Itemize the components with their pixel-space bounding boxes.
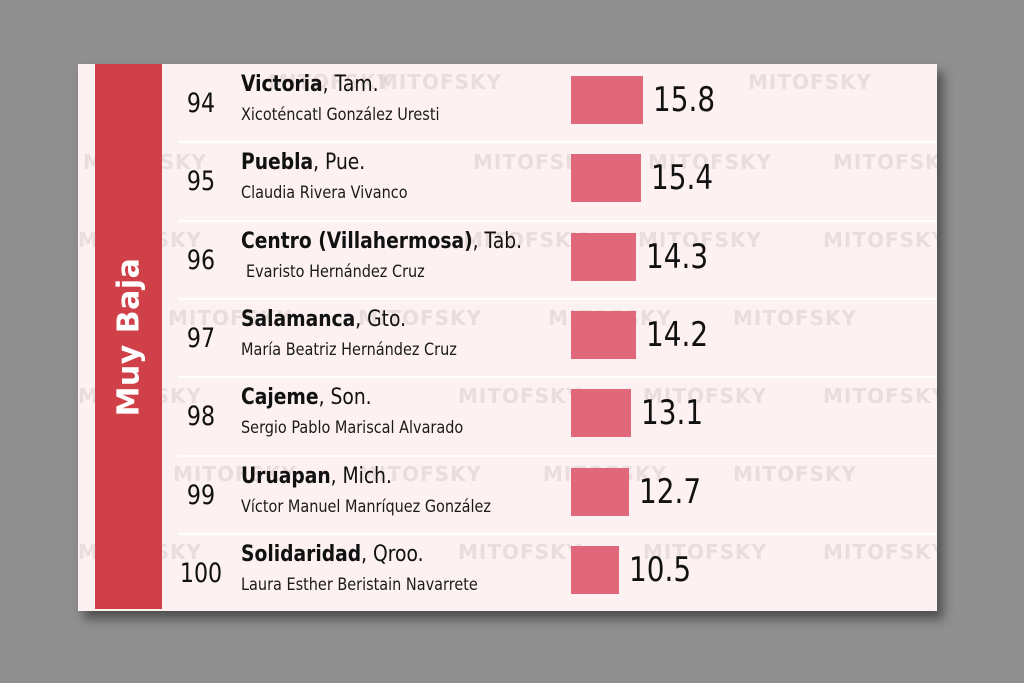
state-abbrev: , Qroo. xyxy=(361,541,424,567)
bar xyxy=(571,232,637,281)
bar xyxy=(571,310,636,359)
bar-value-label: 15.8 xyxy=(653,80,716,120)
rank-number: 99 xyxy=(186,479,216,511)
city-name: Solidaridad xyxy=(241,541,362,567)
bar xyxy=(571,76,643,124)
ranking-row: 98 Cajeme, Son. Sergio Pablo Mariscal Alva… xyxy=(78,377,937,455)
ranking-row: 99 Uruapan, Mich. Víctor Manuel Manríquez … xyxy=(78,456,937,534)
bar xyxy=(571,467,629,516)
mayor-name: Laura Esther Beristain Navarrete xyxy=(241,574,478,595)
ranking-card: MITOFSKY MITOFSKY MITOFSKY MITOFSKY MITOFSKY… xyxy=(78,64,937,611)
row-divider xyxy=(178,376,937,379)
state-abbrev: , Tab. xyxy=(472,228,523,254)
bar-value-label: 13.1 xyxy=(640,393,703,434)
category-band: Muy Baja xyxy=(95,64,162,609)
city-line: Uruapan, Mich. xyxy=(241,464,392,489)
ranking-row: 100 Solidaridad, Qroo. Laura Esther Berist… xyxy=(78,534,937,611)
mayor-name: Xicoténcatl González Uresti xyxy=(241,105,440,125)
rank-number: 97 xyxy=(186,322,216,354)
city-name: Victoria xyxy=(241,72,323,97)
mayor-name: María Beatriz Hernández Cruz xyxy=(241,339,457,360)
state-abbrev: , Mich. xyxy=(330,463,392,489)
city-name: Uruapan xyxy=(241,463,331,489)
bar-value-label: 12.7 xyxy=(638,471,701,512)
ranking-row: 97 Salamanca, Gto. María Beatriz Hernández… xyxy=(78,299,937,377)
rank-number: 94 xyxy=(186,88,216,119)
mayor-name: Claudia Rivera Vivanco xyxy=(241,183,408,204)
state-abbrev: , Gto. xyxy=(355,306,407,332)
mayor-name: Víctor Manuel Manríquez González xyxy=(241,496,491,517)
city-name: Cajeme xyxy=(241,385,319,411)
city-line: Victoria, Tam. xyxy=(241,72,379,97)
row-divider xyxy=(178,141,937,144)
row-divider xyxy=(178,297,937,300)
bar xyxy=(571,545,619,594)
bar-value-label: 14.2 xyxy=(645,314,708,355)
bar-value-label: 15.4 xyxy=(651,158,714,199)
row-divider xyxy=(178,532,937,535)
ranking-row: 96 Centro (Villahermosa), Tab. Evaristo He… xyxy=(78,221,937,299)
city-line: Puebla, Pue. xyxy=(241,150,365,175)
row-divider xyxy=(178,454,937,457)
bar xyxy=(571,154,642,203)
rank-number: 95 xyxy=(186,166,216,198)
bar-value-label: 14.3 xyxy=(646,236,709,277)
ranking-row: 95 Puebla, Pue. Claudia Rivera Vivanco 15.4 xyxy=(78,142,937,220)
row-divider xyxy=(178,219,937,222)
city-name: Centro (Villahermosa) xyxy=(241,228,473,254)
rank-number: 98 xyxy=(186,401,216,433)
city-line: Centro (Villahermosa), Tab. xyxy=(241,229,522,254)
mayor-name: Evaristo Hernández Cruz xyxy=(246,261,425,282)
mayor-name: Sergio Pablo Mariscal Alvarado xyxy=(241,418,464,439)
state-abbrev: , Son. xyxy=(318,385,372,411)
rank-number: 100 xyxy=(179,557,223,589)
city-line: Cajeme, Son. xyxy=(241,385,372,410)
state-abbrev: , Tam. xyxy=(322,72,379,97)
city-line: Solidaridad, Qroo. xyxy=(241,542,424,567)
city-line: Salamanca, Gto. xyxy=(241,307,406,332)
city-name: Salamanca xyxy=(241,306,356,332)
ranking-row: 94 Victoria, Tam. Xicoténcatl González Ure… xyxy=(78,64,937,142)
bar xyxy=(571,389,631,438)
bar-value-label: 10.5 xyxy=(628,549,691,590)
state-abbrev: , Pue. xyxy=(313,150,366,176)
rank-number: 96 xyxy=(186,244,216,276)
city-name: Puebla xyxy=(241,150,314,176)
